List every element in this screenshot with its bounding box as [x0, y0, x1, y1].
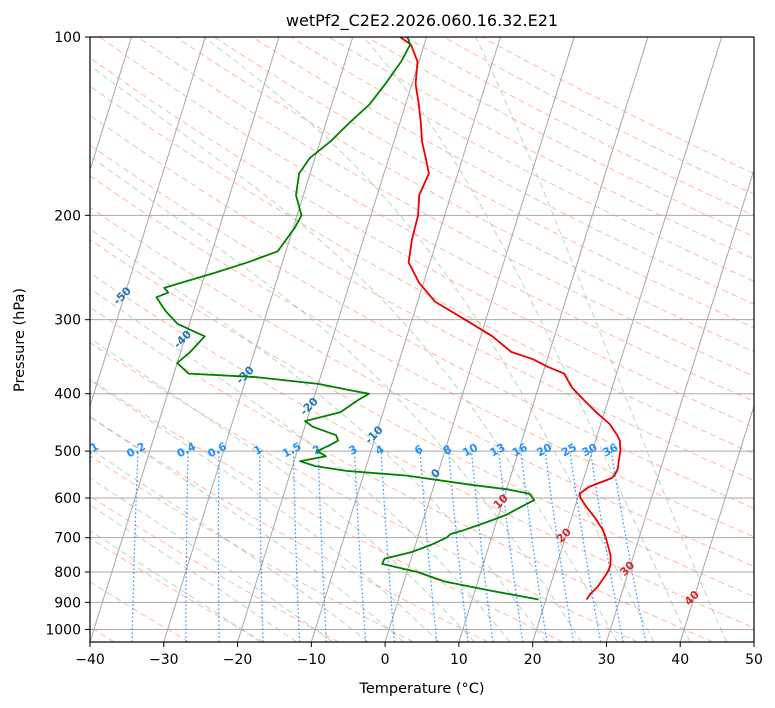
x-axis-label: Temperature (°C)	[358, 681, 484, 697]
isotherm-line	[163, 37, 354, 642]
moist-adiabat-line	[203, 37, 655, 642]
y-axis-label: Pressure (hPa)	[12, 288, 28, 392]
isotherm-line	[90, 37, 132, 172]
y-tick-label: 1000	[45, 622, 81, 638]
moist-adiabat-line	[475, 37, 727, 642]
dry-adiabat-line	[90, 85, 754, 455]
x-tick-label: 30	[598, 652, 616, 668]
isotherm-line	[90, 37, 206, 408]
x-tick-label: −20	[223, 652, 253, 668]
x-tick-label: 40	[671, 652, 689, 668]
moist-adiabat-line	[90, 155, 582, 642]
moist-adiabat-line	[90, 504, 297, 642]
x-tick-label: −10	[297, 652, 327, 668]
y-tick-label: 500	[54, 444, 81, 460]
mixing-ratio-label: 30	[580, 441, 600, 460]
mixing-ratio-label: 10	[460, 441, 480, 460]
moist-adiabat-line	[90, 228, 547, 642]
temperature-profile	[399, 37, 622, 601]
isotherm-line	[310, 37, 501, 642]
dry-adiabat-line	[90, 378, 564, 642]
dry-adiabat-line	[404, 37, 754, 216]
mixing-ratio-line	[610, 451, 647, 642]
background-lines	[90, 37, 754, 642]
moist-adiabat-line	[90, 415, 404, 642]
mixing-ratio-line	[569, 451, 602, 642]
chart-title: wetPf2_C2E2.2026.060.16.32.E21	[286, 11, 558, 31]
mixing-ratio-line	[470, 451, 494, 642]
y-tick-label: 100	[54, 30, 81, 46]
y-tick-label: 900	[54, 595, 81, 611]
dry-adiabat-line	[443, 37, 754, 195]
y-tick-label: 300	[54, 313, 81, 329]
dry-adiabat-line	[366, 37, 754, 238]
x-tick-label: 0	[381, 652, 390, 668]
x-tick-label: −30	[149, 652, 179, 668]
dry-adiabat-line	[90, 114, 754, 482]
x-tick-label: 20	[524, 652, 542, 668]
dry-adiabat-line	[290, 37, 754, 282]
mixing-ratio-label: 0.1	[77, 440, 100, 461]
moist-adiabat-line	[90, 477, 333, 642]
y-tick-label: 800	[54, 565, 81, 581]
moist-adiabat-line	[90, 337, 475, 642]
isotherm-line	[237, 37, 428, 642]
mixing-ratio-label: 25	[559, 441, 579, 460]
mixing-ratio-line	[544, 451, 575, 642]
moist-adiabat-line	[90, 379, 440, 642]
dry-adiabat-line	[90, 495, 339, 642]
mixing-ratio-line	[520, 451, 548, 642]
y-tick-label: 600	[54, 491, 81, 507]
mixing-ratio-label: 13	[488, 441, 508, 460]
dry-adiabat-line	[90, 57, 754, 428]
axes: −40 −30 −20 −10 0 10 20 30 40 50 100 200 300 400 500 60…	[45, 30, 763, 668]
dry-adiabat-line	[90, 239, 754, 598]
plot-frame	[89, 36, 755, 643]
moist-adiabat-line	[90, 287, 511, 642]
isotherm-line	[679, 404, 754, 642]
dry-adiabat-line	[90, 206, 754, 567]
dry-adiabat-line	[213, 37, 754, 329]
dry-adiabat-line	[90, 175, 754, 538]
moist-adiabat-line	[363, 37, 691, 642]
mixing-ratio-line	[589, 451, 624, 642]
y-tick-label: 200	[54, 208, 81, 224]
x-tick-label: 10	[450, 652, 468, 668]
mixing-ratio-label: 20	[534, 441, 554, 460]
dry-adiabat-line	[99, 37, 754, 402]
isotherm-line	[605, 168, 754, 642]
dry-adiabat-line	[328, 37, 754, 260]
x-tick-label: 50	[745, 652, 763, 668]
isotherm-line	[532, 37, 723, 642]
y-tick-label: 700	[54, 531, 81, 547]
dry-adiabat-line	[137, 37, 754, 377]
isotherm-line	[90, 37, 280, 642]
y-tick-label: 400	[54, 387, 81, 403]
dry-adiabat-line	[90, 455, 414, 642]
dry-adiabat-line	[90, 342, 639, 642]
mixing-ratio-line	[498, 451, 524, 642]
mixing-ratio-label: 16	[510, 441, 530, 460]
dry-adiabat-line	[481, 37, 754, 175]
mixing-ratio-line	[448, 451, 469, 642]
isotherm-line	[384, 37, 575, 642]
x-tick-label: −40	[75, 652, 105, 668]
isotherm-line	[458, 37, 649, 642]
dewpoint-profile	[155, 37, 539, 601]
mixing-ratio-label: 36	[601, 441, 621, 460]
dry-adiabat-line	[175, 37, 754, 353]
